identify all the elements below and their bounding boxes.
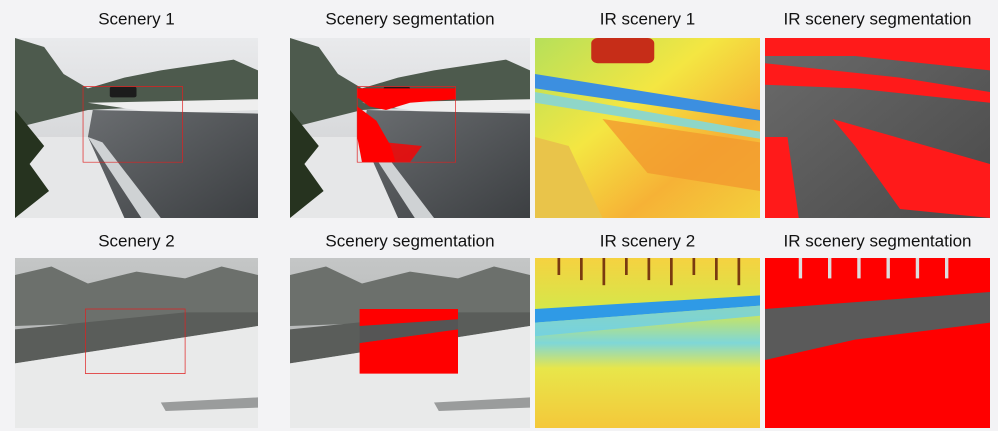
seg-post (828, 258, 832, 279)
roi-box (83, 87, 183, 163)
ir-band (535, 74, 760, 121)
curb-snow (87, 137, 161, 218)
ir-tree (737, 258, 741, 286)
ir-tree (647, 258, 651, 281)
panel-caption: Scenery 2 (98, 231, 175, 250)
path-shadow (434, 397, 530, 411)
ir-tree (670, 258, 673, 286)
seg-band (765, 292, 990, 360)
pine (290, 110, 324, 218)
panel-image (765, 38, 990, 218)
panel-caption: IR scenery segmentation (783, 9, 971, 28)
seg-region (386, 142, 422, 163)
panel-image (765, 258, 990, 428)
seg-post (945, 258, 949, 279)
path-shadow (160, 397, 258, 411)
trees (290, 266, 530, 326)
trees (15, 266, 258, 326)
pine (15, 110, 50, 218)
panel-caption: Scenery segmentation (325, 231, 494, 250)
ir-tree (580, 258, 583, 281)
ir-band (535, 295, 760, 323)
seg-gap (359, 319, 458, 343)
panel-image (290, 38, 530, 218)
snow-left (15, 137, 125, 218)
car (109, 86, 137, 98)
panel-image (535, 258, 760, 428)
seg-region (357, 88, 456, 110)
panel-caption: IR scenery 1 (600, 9, 695, 28)
ir-band (535, 305, 760, 337)
seg-region (359, 309, 458, 374)
panel-image (15, 38, 258, 218)
panel-image (290, 258, 530, 428)
ir-tree (602, 258, 606, 286)
ir-left (535, 137, 603, 218)
seg-region (765, 137, 799, 218)
panel-caption: IR scenery segmentation (783, 231, 971, 250)
seg-post (915, 258, 920, 279)
seg-region (765, 63, 990, 103)
ir-warm (602, 119, 760, 191)
panel-image (15, 258, 258, 428)
snow-bank (87, 99, 258, 114)
ir-bg (535, 258, 760, 428)
seg-post (798, 258, 803, 279)
seg-post (857, 258, 861, 279)
panel-caption: Scenery 1 (98, 9, 175, 28)
ir-tree (557, 258, 561, 275)
seg-region (357, 106, 396, 163)
seg-region (765, 38, 990, 71)
roi-box (85, 309, 185, 374)
roi-box (357, 87, 455, 163)
ir-tree (625, 258, 628, 275)
ir-car (591, 38, 655, 64)
dark-strip (15, 312, 258, 364)
ir-tree (692, 258, 696, 275)
panel-caption: IR scenery 2 (600, 231, 695, 250)
seg-post (886, 258, 890, 279)
ir-band (535, 92, 760, 139)
seg-region (832, 119, 990, 218)
panel-image (535, 38, 760, 218)
panel-caption: Scenery segmentation (325, 9, 494, 28)
ir-tree (715, 258, 718, 281)
